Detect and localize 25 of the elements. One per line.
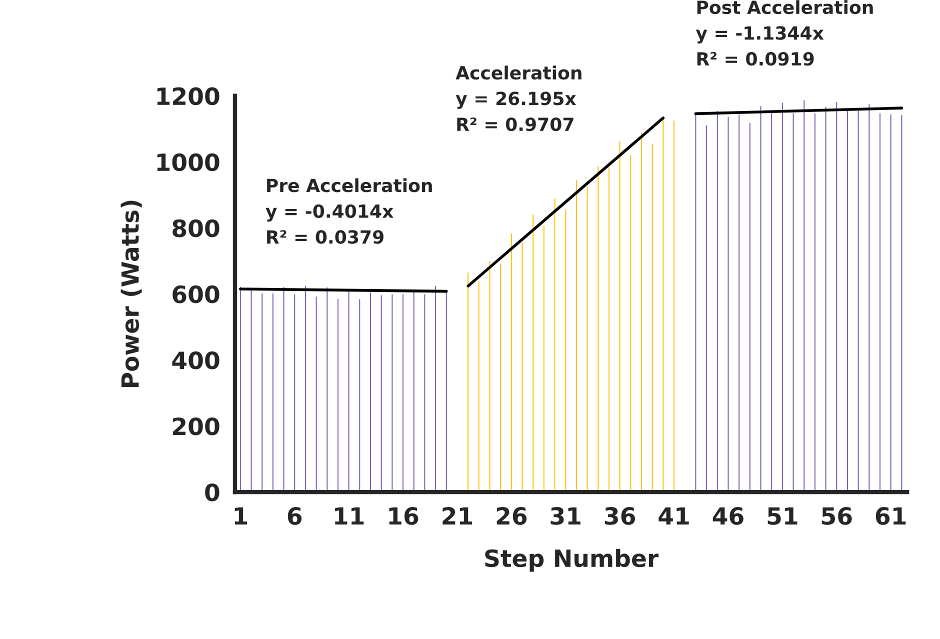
y-tick-label: 1200	[157, 87, 220, 106]
x-tick-label: 41	[658, 507, 689, 525]
x-tick-label: 16	[389, 507, 418, 525]
x-tick-label: 21	[442, 507, 472, 525]
y-tick-label: 1000	[157, 153, 220, 172]
x-axis-title: Step Number	[485, 548, 659, 572]
text: Post Acceleration y = -1.1344x R² = 0.0919	[696, 0, 873, 66]
y-tick-label: 0	[205, 483, 220, 502]
y-tick-label: 800	[172, 219, 220, 238]
x-tick-label: 51	[768, 507, 798, 525]
y-tick-label: 400	[172, 351, 220, 370]
x-tick-label: 26	[496, 507, 527, 525]
annotation: Acceleration y = 26.195x R² = 0.9707	[456, 66, 582, 132]
x-tick-label: 31	[550, 507, 580, 525]
x-tick-label: 56	[822, 507, 852, 525]
x-tick-label: 61	[876, 507, 906, 525]
x-tick-label: 36	[604, 507, 635, 525]
x-tick-label: 1	[234, 507, 248, 525]
x-tick-label: 6	[288, 507, 302, 525]
y-axis-title: Power (Watts)	[120, 200, 142, 388]
annotation: Pre Acceleration y = -0.4014x R² = 0.0379	[266, 178, 432, 244]
y-tick-label: 200	[173, 417, 220, 436]
x-tick-label: 46	[712, 507, 744, 525]
x-tick-label: 11	[335, 507, 364, 525]
y-tick-label: 600	[172, 285, 220, 304]
